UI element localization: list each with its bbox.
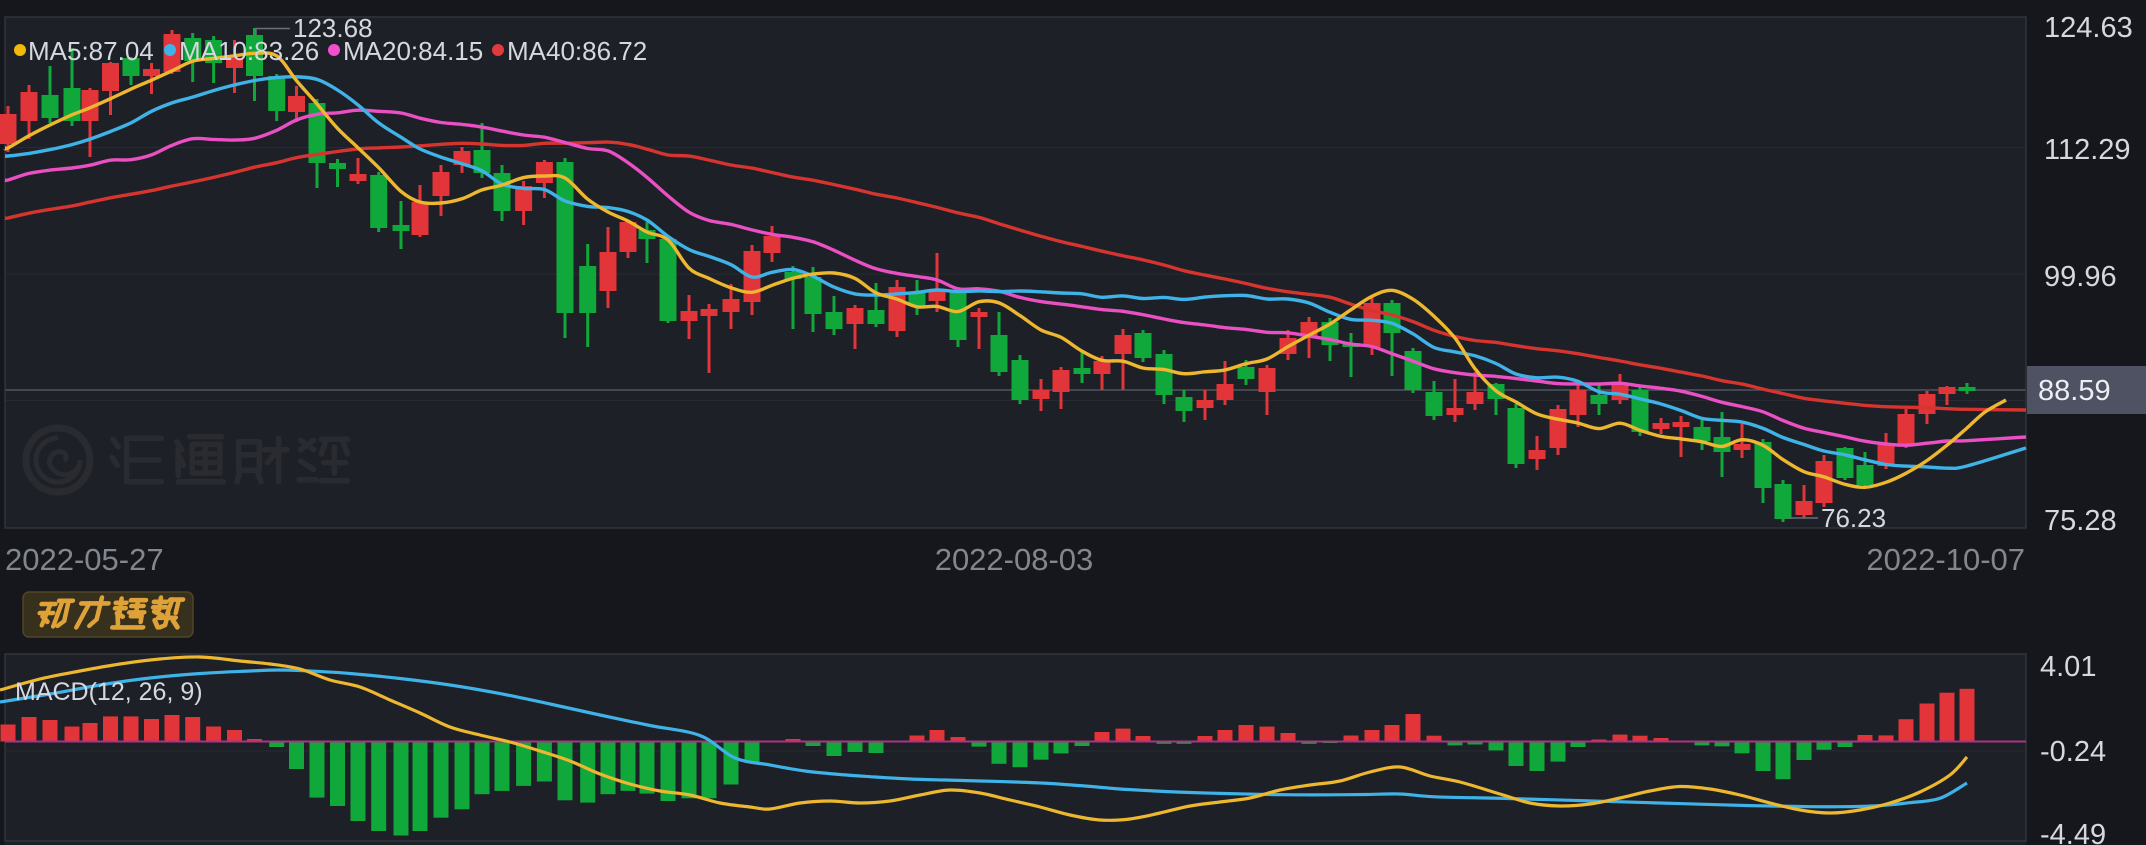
svg-text:124.63: 124.63: [2044, 12, 2133, 44]
svg-text:MA5:87.04: MA5:87.04: [28, 36, 154, 66]
svg-text:-0.24: -0.24: [2040, 736, 2106, 768]
svg-text:2022-05-27: 2022-05-27: [5, 542, 164, 577]
svg-text:MA20:84.15: MA20:84.15: [343, 36, 483, 66]
svg-text:MA40:86.72: MA40:86.72: [507, 36, 647, 66]
svg-text:MA10:83.26: MA10:83.26: [179, 36, 319, 66]
svg-text:123.68: 123.68: [293, 13, 373, 43]
svg-text:2022-08-03: 2022-08-03: [935, 542, 1094, 577]
svg-text:88.59: 88.59: [2038, 375, 2111, 407]
svg-text:-4.49: -4.49: [2040, 819, 2106, 845]
svg-text:99.96: 99.96: [2044, 261, 2117, 293]
svg-text:4.01: 4.01: [2040, 651, 2096, 683]
svg-text:MACD(12, 26, 9): MACD(12, 26, 9): [15, 678, 203, 706]
svg-text:76.23: 76.23: [1821, 503, 1886, 533]
svg-text:112.29: 112.29: [2044, 134, 2131, 166]
svg-text:75.28: 75.28: [2044, 505, 2117, 537]
svg-text:2022-10-07: 2022-10-07: [1866, 542, 2025, 577]
